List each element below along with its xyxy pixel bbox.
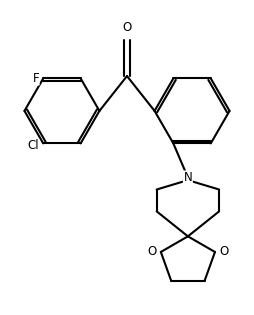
Text: O: O: [122, 21, 132, 34]
Text: Cl: Cl: [27, 140, 39, 152]
Text: F: F: [33, 72, 39, 85]
Text: O: O: [147, 245, 157, 259]
Text: N: N: [184, 171, 192, 184]
Text: O: O: [219, 245, 228, 259]
